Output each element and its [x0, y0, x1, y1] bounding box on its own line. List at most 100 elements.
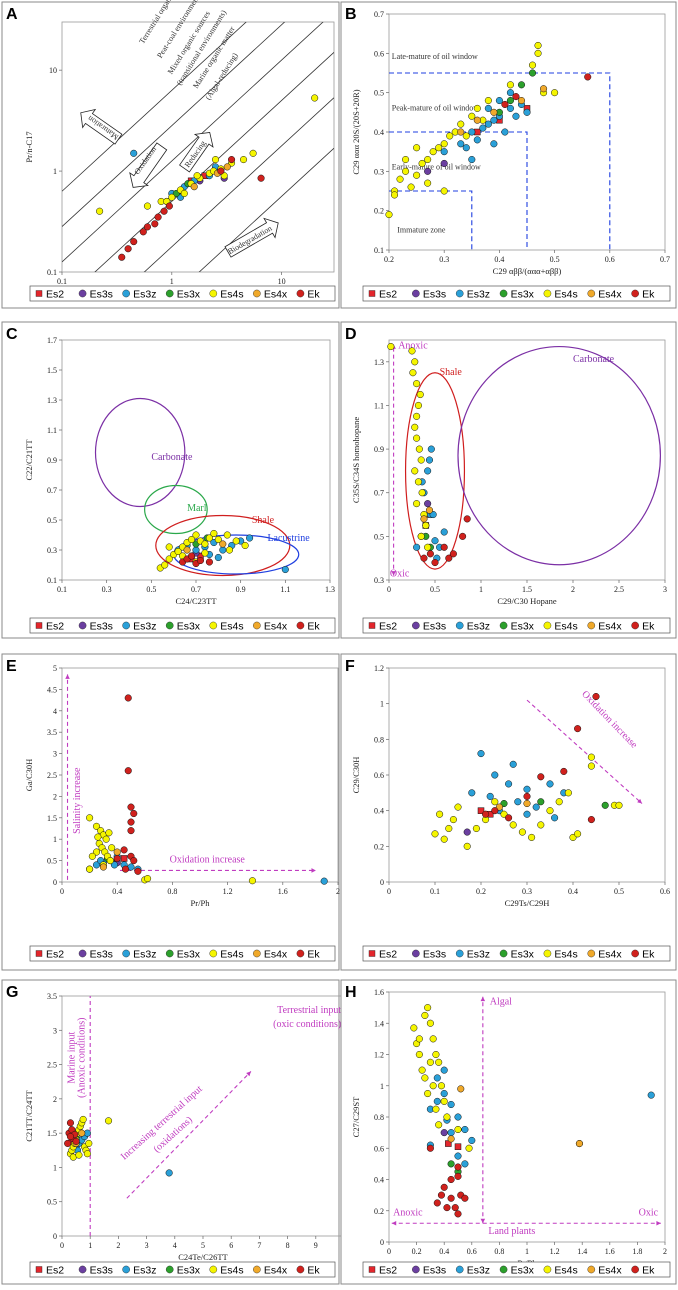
- legend-marker: [455, 621, 464, 630]
- data-point-es4s: [180, 189, 188, 198]
- land-plants-label: Land plants: [488, 1226, 535, 1237]
- legend-marker: [78, 1265, 87, 1274]
- legend-marker: [209, 289, 218, 298]
- data-point-es2: [454, 1143, 462, 1150]
- legend-marker: [631, 621, 639, 630]
- legend-label: Es3z: [467, 1265, 490, 1277]
- data-point-es3z: [509, 760, 517, 768]
- panel-letter: E: [6, 658, 17, 675]
- x-tick-label: 0.6: [660, 887, 670, 896]
- legend-marker: [455, 289, 464, 298]
- legend-label: Es2: [379, 289, 397, 301]
- data-point-es4x: [490, 108, 498, 116]
- data-point-es4s: [418, 1066, 426, 1074]
- data-point-es4s: [468, 112, 476, 120]
- legend-label: Es2: [46, 289, 64, 301]
- data-point-es4s: [564, 789, 572, 797]
- data-point-es4s: [161, 561, 169, 569]
- y-tick-label: 0.6: [374, 771, 384, 780]
- y-tick-label: 0.1: [374, 246, 384, 255]
- data-point-es3z: [92, 861, 101, 869]
- data-point-ek: [505, 814, 513, 822]
- legend-marker: [412, 289, 420, 298]
- y-tick-label: 0.4: [374, 1176, 384, 1185]
- data-point-ek: [574, 725, 582, 733]
- data-point-es4s: [232, 537, 240, 545]
- x-tick-label: 0.9: [236, 585, 246, 594]
- data-point-es4s: [435, 144, 443, 152]
- y-axis-label: C21TT/C24TT: [24, 1089, 34, 1141]
- legend-marker: [253, 949, 261, 958]
- x-tick-label: 3: [145, 1241, 149, 1250]
- legend-label: Es3z: [133, 949, 156, 961]
- data-point-es3z: [424, 467, 432, 475]
- data-point-ek: [151, 220, 159, 228]
- x-tick-label: 0: [60, 887, 64, 896]
- terrestrial-label: (oxic conditions): [273, 1019, 341, 1030]
- y-tick-label: 0: [53, 878, 57, 887]
- data-point-ek: [445, 554, 453, 562]
- x-axis-label: C24/C23TT: [175, 596, 217, 606]
- legend-marker: [253, 1265, 261, 1274]
- panel-a: A0.11100.1110Ph/n-C18Pr/n-C17Terrestrial…: [1, 0, 340, 309]
- data-point-es3x: [528, 69, 537, 77]
- y-tick-label: 1.3: [374, 358, 384, 367]
- legend-marker: [631, 1265, 639, 1274]
- legend-label: Es4s: [220, 949, 243, 961]
- legend-label: Es3s: [423, 1265, 446, 1277]
- data-point-es3s: [424, 167, 432, 175]
- data-point-es4s: [411, 467, 419, 475]
- data-point-es4s: [105, 829, 113, 837]
- data-point-es4s: [417, 532, 425, 540]
- data-point-es4s: [429, 1035, 437, 1043]
- data-point-es4s: [429, 148, 437, 156]
- y-tick-label: 0: [380, 1238, 384, 1247]
- data-point-es3x: [601, 801, 609, 809]
- panel-letter: G: [6, 984, 18, 1001]
- y-tick-label: 2.5: [47, 771, 57, 780]
- legend-label: Es3s: [90, 289, 113, 301]
- legend-marker: [35, 1266, 43, 1273]
- data-point-es3z: [523, 785, 531, 793]
- panel-letter: B: [345, 6, 357, 23]
- legend-marker: [543, 621, 552, 630]
- data-point-es3z: [501, 128, 509, 136]
- block-arrow-shape: [80, 108, 123, 145]
- legend-marker: [78, 949, 87, 958]
- x-tick-label: 0.5: [614, 887, 624, 896]
- data-point-es4s: [546, 807, 554, 815]
- x-tick-label: 0: [387, 585, 391, 594]
- data-point-es4s: [436, 810, 444, 818]
- maturity-boundary: [389, 72, 611, 250]
- x-tick-label: 0.7: [191, 585, 201, 594]
- x-tick-label: 10: [278, 277, 286, 286]
- data-point-es4s: [534, 41, 542, 50]
- data-point-es4s: [201, 540, 209, 548]
- data-point-es4s: [165, 555, 173, 563]
- legend-label: Es4x: [264, 621, 288, 633]
- x-tick-label: 1.8: [632, 1247, 642, 1256]
- data-point-ek: [127, 803, 135, 811]
- legend-label: Es3x: [177, 621, 201, 633]
- y-tick-label: 1.5: [47, 814, 57, 823]
- data-point-ek: [124, 245, 132, 253]
- data-point-ek: [227, 156, 236, 164]
- data-point-es3z: [440, 528, 448, 536]
- legend-marker: [122, 289, 130, 298]
- legend-marker: [122, 621, 130, 630]
- legend-label: Es3z: [467, 621, 490, 633]
- data-point-es4s: [211, 156, 220, 164]
- data-point-es4s: [106, 857, 114, 865]
- data-point-es4s: [249, 149, 257, 157]
- zone-label: Lacustrine: [267, 533, 310, 544]
- data-point-es4s: [445, 824, 453, 833]
- zone-label: Shale: [440, 367, 463, 378]
- data-point-es4x: [99, 863, 107, 871]
- data-point-es4s: [472, 824, 480, 833]
- data-point-ek: [451, 1204, 459, 1212]
- y-tick-label: 1: [53, 835, 57, 844]
- x-axis-label: C24Te/C26TT: [178, 1252, 228, 1262]
- x-tick-label: 2: [663, 1247, 667, 1256]
- y-tick-label: 1: [53, 1163, 57, 1172]
